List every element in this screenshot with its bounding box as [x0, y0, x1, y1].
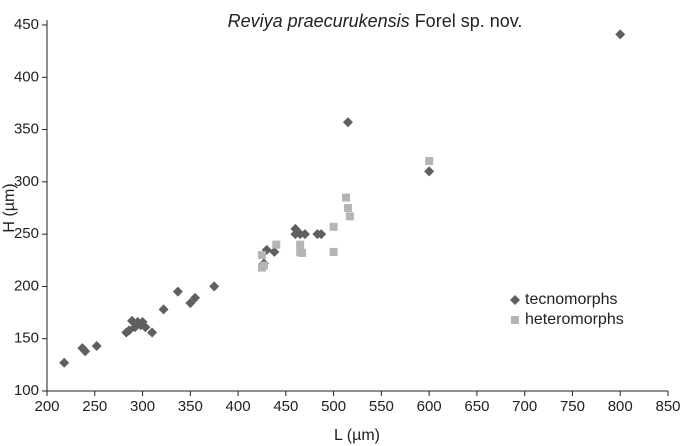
point: [342, 193, 351, 202]
x-tick-label: 700: [512, 398, 537, 415]
x-tick-label: 300: [130, 398, 155, 415]
x-tick-label: 650: [464, 398, 489, 415]
x-tick-label: 250: [82, 398, 107, 415]
y-tick-label: 150: [14, 330, 39, 347]
x-axis-label: L (µm): [334, 427, 380, 444]
legend-label: heteromorphs: [525, 311, 624, 328]
point: [329, 222, 338, 231]
point: [209, 281, 220, 292]
legend-marker: [511, 316, 519, 324]
point: [343, 204, 352, 212]
point: [259, 261, 268, 270]
x-tick-label: 500: [321, 398, 346, 415]
x-tick-label: 200: [34, 398, 59, 415]
point: [424, 166, 435, 177]
point: [257, 251, 266, 260]
x-tick-label: 450: [273, 398, 298, 415]
title-rest: Forel sp. nov.: [415, 11, 523, 31]
x-tick-label: 350: [178, 398, 203, 415]
x-tick-label: 800: [608, 398, 633, 415]
y-tick-label: 450: [14, 16, 39, 33]
title-species: Reviya praecurukensis: [228, 11, 410, 31]
point: [298, 248, 307, 257]
point: [296, 240, 305, 249]
point: [299, 229, 310, 240]
x-tick-label: 600: [417, 398, 442, 415]
point: [272, 240, 281, 249]
point: [269, 246, 280, 257]
point: [80, 346, 91, 357]
point: [158, 304, 169, 315]
chart-title: Reviya praecurukensis Forel sp. nov.: [228, 11, 523, 31]
y-tick-label: 100: [14, 382, 39, 399]
point: [316, 229, 327, 240]
x-tick-label: 550: [369, 398, 394, 415]
y-tick-label: 200: [14, 277, 39, 294]
point: [172, 286, 183, 297]
y-tick-label: 250: [14, 225, 39, 242]
point: [140, 322, 151, 333]
legend-marker: [510, 295, 520, 305]
point: [190, 292, 201, 303]
point: [425, 156, 434, 165]
point: [345, 212, 354, 221]
x-tick-label: 750: [560, 398, 585, 415]
point: [147, 327, 158, 338]
point: [329, 247, 338, 256]
point: [342, 117, 353, 128]
point: [615, 29, 626, 40]
y-tick-label: 350: [14, 121, 39, 138]
y-axis-label: H (µm): [1, 183, 18, 232]
point: [59, 357, 70, 368]
point: [185, 298, 196, 309]
legend-label: tecnomorphs: [525, 291, 618, 308]
x-tick-label: 850: [655, 398, 680, 415]
y-tick-label: 300: [14, 173, 39, 190]
point: [290, 223, 301, 234]
point: [91, 341, 102, 352]
y-tick-label: 400: [14, 68, 39, 85]
x-tick-label: 400: [226, 398, 251, 415]
